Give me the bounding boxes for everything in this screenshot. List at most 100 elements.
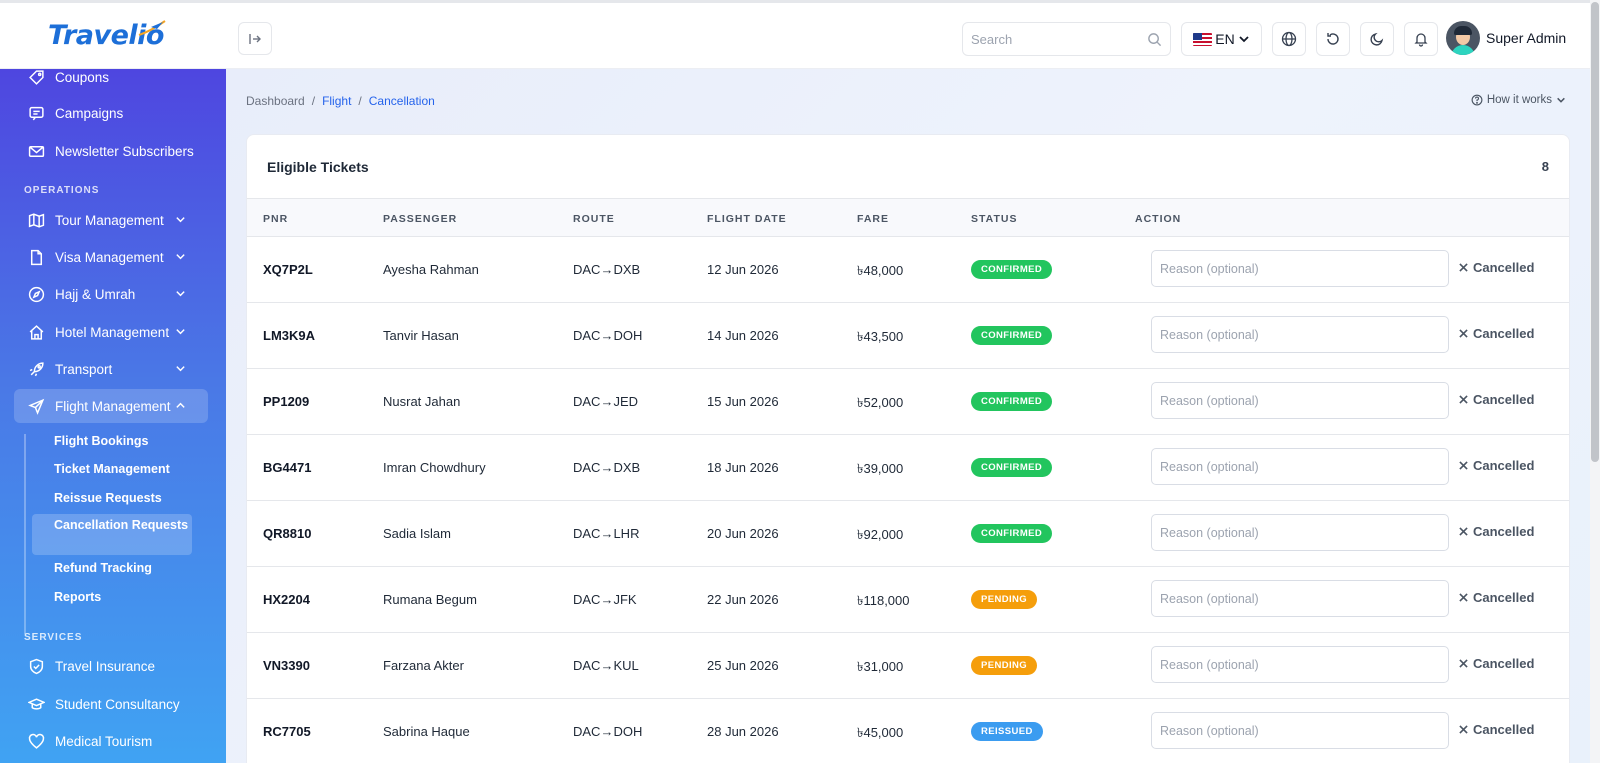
top-header: Travelio EN Super Admin: [0, 0, 1590, 69]
scrollbar-thumb[interactable]: [1591, 2, 1599, 462]
cancellation-reason-input[interactable]: [1151, 316, 1449, 353]
status-badge: PENDING: [971, 590, 1038, 609]
search-icon[interactable]: [1147, 32, 1162, 47]
user-menu[interactable]: Super Admin: [1446, 21, 1566, 55]
route-cell: DAC→LHR: [573, 526, 640, 541]
route-cell: DAC→DOH: [573, 724, 643, 739]
heart-icon: [28, 733, 45, 749]
route-cell: DAC→JED: [573, 394, 639, 409]
globe-icon: [1281, 31, 1297, 47]
pnr-cell: QR8810: [263, 526, 312, 541]
sidebar-item-student[interactable]: Student Consultancy: [14, 687, 208, 721]
globe-button[interactable]: [1272, 22, 1306, 56]
cancel-ticket-button[interactable]: Cancelled: [1459, 590, 1534, 605]
sidebar-item-tour[interactable]: Tour Management: [14, 203, 208, 237]
bell-icon: [1414, 33, 1428, 47]
table-row: XQ7P2L Ayesha Rahman DAC→DXB 12 Jun 2026 ৳48…: [247, 237, 1569, 303]
language-selector[interactable]: EN: [1181, 22, 1262, 56]
sidebar-item-visa[interactable]: Visa Management: [14, 240, 208, 274]
sidebar-item-flight[interactable]: Flight Management: [14, 389, 208, 423]
subnav-reissue-requests[interactable]: Reissue Requests: [54, 491, 162, 505]
status-badge: CONFIRMED: [971, 392, 1053, 411]
column-header-pnr: PNR: [263, 213, 289, 225]
cancellation-reason-input[interactable]: [1151, 448, 1449, 485]
sidebar-item-hotel[interactable]: Hotel Management: [14, 315, 208, 349]
refresh-button[interactable]: [1316, 22, 1350, 56]
route-cell: DAC→KUL: [573, 658, 639, 673]
sidebar-item-campaigns[interactable]: Campaigns: [14, 96, 208, 130]
cancellation-reason-input[interactable]: [1151, 580, 1449, 617]
sidebar-item-label: Student Consultancy: [55, 696, 180, 712]
fare-cell: ৳118,000: [857, 593, 910, 608]
cancel-ticket-button[interactable]: Cancelled: [1459, 458, 1534, 473]
sidebar-item-hajj[interactable]: Hajj & Umrah: [14, 277, 208, 311]
fare-cell: ৳39,000: [857, 461, 904, 476]
status-badge: CONFIRMED: [971, 524, 1053, 543]
rocket-icon: [29, 361, 44, 376]
notifications-button[interactable]: [1404, 22, 1438, 56]
cancel-ticket-button[interactable]: Cancelled: [1459, 326, 1534, 341]
cancellation-reason-input[interactable]: [1151, 382, 1449, 419]
subnav-reports[interactable]: Reports: [54, 590, 102, 604]
cancel-ticket-button[interactable]: Cancelled: [1459, 392, 1534, 407]
cancel-ticket-button[interactable]: Cancelled: [1459, 722, 1534, 737]
cancel-ticket-button[interactable]: Cancelled: [1459, 524, 1534, 539]
subnav-ticket-management[interactable]: Ticket Management: [54, 462, 170, 476]
fare-cell: ৳52,000: [857, 395, 904, 410]
cancel-ticket-button[interactable]: Cancelled: [1459, 656, 1534, 671]
close-icon: [1459, 659, 1468, 668]
sidebar-item-label: Newsletter Subscribers: [55, 143, 194, 159]
brand-logo[interactable]: Travelio: [0, 3, 226, 68]
fare-cell: ৳48,000: [857, 263, 904, 278]
cancellation-reason-input[interactable]: [1151, 514, 1449, 551]
flight-date-cell: 20 Jun 2026: [707, 526, 779, 541]
route-cell: DAC→DOH: [573, 328, 643, 343]
cancel-ticket-label: Cancelled: [1473, 326, 1535, 341]
sidebar-item-transport[interactable]: Transport: [14, 352, 208, 386]
breadcrumb-home[interactable]: Dashboard: [246, 94, 305, 108]
cancel-ticket-label: Cancelled: [1473, 524, 1535, 539]
sidebar-item-insurance[interactable]: Travel Insurance: [14, 649, 208, 683]
cancel-ticket-label: Cancelled: [1473, 656, 1535, 671]
sidebar-item-medical[interactable]: Medical Tourism: [14, 724, 208, 758]
graduation-icon: [28, 697, 45, 710]
status-badge: REISSUED: [971, 722, 1043, 741]
cancellation-reason-input[interactable]: [1151, 712, 1449, 749]
section-label-services: SERVICES: [24, 632, 83, 643]
eligible-tickets-card: Eligible Tickets 8 PNR PASSENGER ROUTE F…: [246, 134, 1570, 763]
search-input[interactable]: [971, 31, 1147, 47]
cancellation-reason-input[interactable]: [1151, 646, 1449, 683]
subnav-refund-tracking[interactable]: Refund Tracking: [54, 561, 152, 575]
status-badge: CONFIRMED: [971, 458, 1053, 477]
sidebar-item-newsletter[interactable]: Newsletter Subscribers: [14, 134, 208, 168]
breadcrumb-flight[interactable]: Flight: [322, 94, 352, 108]
table-row: QR8810 Sadia Islam DAC→LHR 20 Jun 2026 ৳92,0…: [247, 501, 1569, 567]
cancellation-reason-input[interactable]: [1151, 250, 1449, 287]
flight-date-cell: 25 Jun 2026: [707, 658, 779, 673]
plane-icon: [28, 398, 45, 415]
subnav-flight-bookings[interactable]: Flight Bookings: [54, 434, 149, 448]
avatar: [1446, 21, 1480, 55]
status-badge: PENDING: [971, 656, 1038, 675]
flight-date-cell: 28 Jun 2026: [707, 724, 779, 739]
chevron-down-icon: [1239, 36, 1249, 43]
user-name: Super Admin: [1486, 30, 1567, 46]
chevron-down-icon: [1557, 97, 1565, 103]
section-label-operations: OPERATIONS: [24, 185, 100, 196]
breadcrumb-separator: /: [311, 94, 316, 108]
compass-icon: [28, 286, 45, 302]
how-it-works-toggle[interactable]: How it works: [1471, 94, 1566, 106]
cancel-ticket-button[interactable]: Cancelled: [1459, 260, 1534, 275]
message-icon: [29, 106, 44, 120]
breadcrumb-current[interactable]: Cancellation: [368, 94, 435, 108]
card-title: Eligible Tickets: [267, 159, 369, 175]
chevron-down-icon: [176, 291, 185, 297]
sidebar-toggle-button[interactable]: [238, 22, 272, 55]
page-scrollbar[interactable]: [1590, 0, 1600, 763]
map-icon: [28, 212, 45, 228]
sidebar-item-coupons[interactable]: Coupons: [14, 69, 208, 94]
subnav-cancellation-requests[interactable]: Cancellation Requests: [32, 514, 192, 555]
chevron-down-icon: [176, 366, 185, 372]
theme-toggle-button[interactable]: [1360, 22, 1394, 56]
cancel-ticket-label: Cancelled: [1473, 590, 1535, 605]
